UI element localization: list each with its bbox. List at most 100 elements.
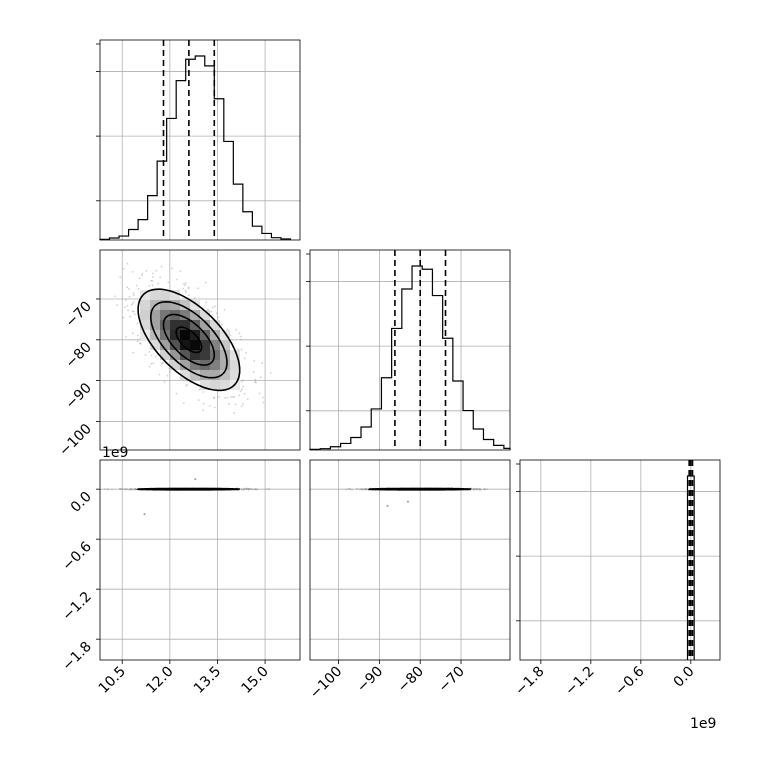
- sample-point: [205, 301, 208, 304]
- sample-point: [473, 489, 475, 491]
- contour-group: [367, 487, 472, 491]
- sample-point: [104, 488, 106, 490]
- sample-point: [247, 488, 250, 490]
- panel-grid: [100, 40, 300, 240]
- sample-point: [246, 487, 249, 490]
- sample-point: [475, 487, 477, 490]
- sample-point: [151, 276, 154, 278]
- sample-point: [188, 294, 190, 297]
- density-cell: [150, 310, 160, 320]
- sample-point: [114, 295, 116, 298]
- sample-point: [365, 488, 368, 491]
- sample-point: [238, 332, 241, 335]
- sample-point: [242, 402, 244, 405]
- sample-point: [175, 392, 178, 395]
- sample-point: [134, 488, 136, 491]
- sample-point: [127, 309, 129, 312]
- sample-point: [241, 405, 243, 408]
- histogram-panel-frame: [99, 39, 301, 241]
- density-cell: [160, 320, 170, 330]
- sample-point: [244, 488, 247, 490]
- sample-point: [132, 301, 135, 303]
- sample-point: [106, 488, 109, 491]
- sample-point: [166, 374, 169, 377]
- sample-point: [148, 285, 151, 287]
- sample-point: [247, 488, 250, 491]
- sample-point: [248, 488, 250, 491]
- density-cell: [220, 360, 230, 370]
- density-cell: [200, 370, 210, 380]
- sample-point: [483, 488, 486, 490]
- density-cell: [160, 340, 170, 350]
- sample-point: [254, 488, 256, 491]
- density-cell: [230, 350, 240, 360]
- sample-point: [261, 362, 264, 364]
- sample-point: [158, 373, 161, 376]
- sample-point: [152, 272, 154, 275]
- sample-point: [124, 306, 126, 309]
- density-cell: [170, 300, 180, 310]
- density-cell: [170, 360, 180, 370]
- sample-point: [130, 488, 133, 491]
- sample-point: [365, 488, 367, 491]
- sample-point: [260, 376, 262, 379]
- sample-point: [209, 405, 211, 407]
- sample-point: [240, 338, 243, 341]
- sample-point: [138, 277, 141, 280]
- sample-point: [130, 488, 133, 490]
- sample-point: [237, 348, 240, 351]
- sample-point: [213, 406, 216, 409]
- sample-point: [184, 282, 187, 284]
- density-cell: [200, 350, 210, 360]
- sample-point: [247, 488, 250, 490]
- contour-group: [136, 487, 241, 491]
- sample-point: [160, 265, 163, 268]
- sample-point: [356, 488, 358, 490]
- contour-group: [137, 288, 241, 392]
- sample-point: [223, 308, 226, 311]
- density-cell: [170, 330, 180, 340]
- sample-point: [345, 488, 347, 491]
- density-cell: [150, 320, 160, 330]
- sample-point: [130, 488, 133, 491]
- outlier-point: [406, 500, 409, 503]
- sample-point: [241, 379, 244, 382]
- density-cell: [140, 300, 150, 310]
- sample-point: [361, 488, 364, 491]
- sample-point: [119, 276, 122, 279]
- density-cell: [150, 290, 160, 300]
- sample-point: [240, 381, 243, 383]
- sample-point: [141, 274, 144, 277]
- sample-point: [245, 352, 247, 354]
- sample-point: [169, 370, 171, 373]
- sample-point: [162, 362, 164, 364]
- sample-point: [111, 488, 113, 491]
- sample-point: [121, 488, 124, 491]
- sample-point: [129, 488, 131, 491]
- sample-point: [254, 381, 256, 383]
- sample-point: [245, 487, 248, 490]
- sample-point: [202, 409, 205, 412]
- sample-point: [151, 280, 154, 283]
- sample-point: [226, 396, 229, 399]
- sample-point: [137, 288, 140, 290]
- frame-layer: [99, 39, 721, 661]
- sample-point: [136, 340, 139, 343]
- sample-point: [155, 269, 158, 272]
- sample-point: [123, 488, 125, 490]
- sample-point: [251, 488, 253, 490]
- sample-point: [232, 396, 234, 398]
- sample-point: [132, 488, 135, 491]
- sample-point: [135, 284, 138, 287]
- sample-point: [131, 488, 134, 491]
- sample-point: [133, 310, 135, 313]
- sample-point: [187, 287, 190, 290]
- sample-point: [218, 396, 221, 398]
- sample-point: [255, 488, 258, 491]
- sample-point: [268, 488, 270, 491]
- sample-point: [358, 488, 361, 490]
- density-cell: [210, 380, 220, 390]
- sample-point: [134, 488, 137, 491]
- sample-point: [484, 488, 486, 491]
- sample-point: [253, 359, 256, 362]
